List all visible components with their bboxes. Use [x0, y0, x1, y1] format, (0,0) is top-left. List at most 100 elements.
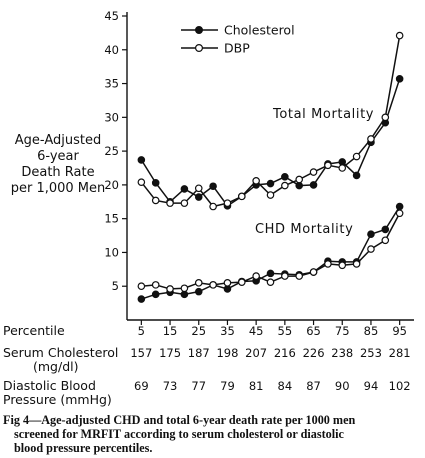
y-tick-label: 5 — [112, 279, 119, 293]
y-axis-label-line: Age-Adjusted — [14, 133, 102, 148]
y-tick-label: 35 — [104, 77, 119, 91]
cholesterol-point — [137, 295, 146, 303]
dbp-value: 79 — [220, 379, 235, 393]
row-label-cholesterol: Serum Cholesterol — [3, 345, 118, 360]
dbp-point — [223, 279, 232, 287]
cholesterol-point — [180, 185, 189, 193]
cholesterol-point — [223, 285, 232, 293]
legend-label: Cholesterol — [224, 23, 295, 38]
cholesterol-point — [209, 182, 217, 191]
dbp-value: 102 — [389, 379, 411, 393]
y-axis-label: Age-Adjusted 6-year Death Rate per 1,000… — [2, 133, 114, 197]
dbp-point — [266, 278, 275, 286]
y-axis-label-line: per 1,000 Men — [10, 181, 106, 196]
cholesterol-point — [151, 290, 160, 299]
cholesterol-point — [194, 193, 203, 201]
y-tick-label: 20 — [104, 178, 119, 192]
dbp-point — [209, 281, 217, 289]
cholesterol-point — [338, 158, 347, 166]
dbp-value: 84 — [278, 379, 293, 393]
cholesterol-point — [266, 179, 275, 188]
x-tick-label: 75 — [335, 324, 350, 338]
dbp-point — [166, 199, 174, 207]
x-tick-label: 45 — [249, 324, 264, 338]
row-label-percentile: Percentile — [3, 323, 65, 338]
cholesterol-value: 207 — [245, 346, 267, 360]
figure-caption: Fig 4—Age-adjusted CHD and total 6-year … — [3, 413, 423, 455]
row-label-dbp-unit: Pressure (mmHg) — [3, 392, 112, 407]
cholesterol-point — [295, 181, 304, 190]
cholesterol-point — [180, 290, 189, 299]
dbp-value: 94 — [364, 379, 379, 393]
cholesterol-point — [309, 181, 318, 189]
y-tick-label: 40 — [104, 43, 119, 57]
dbp-point — [151, 196, 160, 205]
cholesterol-value: 216 — [274, 346, 296, 360]
dbp-point — [137, 178, 146, 186]
x-tick-label: 55 — [278, 324, 293, 338]
y-tick-label: 10 — [104, 245, 119, 259]
dbp-point — [252, 272, 260, 280]
dbp-point — [324, 260, 332, 268]
dbp-point — [352, 152, 361, 161]
caption-line: blood pressure percentiles. — [14, 441, 153, 455]
dbp-point — [395, 31, 404, 40]
dbp-point — [194, 184, 203, 193]
cholesterol-value: 253 — [360, 346, 382, 360]
cholesterol-value: 187 — [188, 346, 210, 360]
dbp-point — [324, 161, 332, 170]
dbp-point — [252, 177, 260, 185]
x-tick-label: 15 — [163, 324, 178, 338]
dbp-value: 77 — [191, 379, 206, 393]
dbp-value: 69 — [134, 379, 149, 393]
caption-line: screened for MRFIT according to serum ch… — [14, 427, 344, 441]
dbp-point — [266, 191, 275, 199]
dbp-point — [209, 202, 217, 211]
x-tick-label: 35 — [220, 324, 235, 338]
chart: 5 10 15 20 25 30 35 40 45 5 15 25 35 45 55 65 75 85 95 Tota… — [3, 9, 414, 407]
dbp-point — [281, 272, 289, 280]
x-tick-label: 95 — [392, 324, 407, 338]
dbp-point — [395, 209, 404, 218]
cholesterol-value: 281 — [389, 346, 411, 360]
dbp-point — [367, 135, 375, 143]
dbp-point — [194, 279, 203, 287]
dbp-point — [338, 164, 347, 172]
dbp-point — [281, 181, 289, 190]
cholesterol-point — [137, 156, 146, 164]
cholesterol-point — [381, 225, 390, 234]
cholesterol-point — [151, 179, 160, 187]
cholesterol-point — [395, 202, 404, 211]
dbp-point — [238, 192, 246, 201]
x-tick-label: 65 — [306, 324, 321, 338]
cholesterol-value: 175 — [159, 346, 181, 360]
dbp-point — [151, 281, 160, 289]
dbp-value: 81 — [249, 379, 264, 393]
y-axis-label-line: Death Rate — [21, 165, 95, 180]
row-label-cholesterol-unit: (mg/dl) — [33, 359, 78, 374]
x-tick-label: 25 — [191, 324, 206, 338]
cholesterol-value: 238 — [331, 346, 353, 360]
legend-marker — [195, 43, 204, 52]
x-tick-label: 85 — [364, 324, 379, 338]
dbp-point — [352, 260, 361, 268]
dbp-point — [309, 268, 318, 276]
dbp-point — [309, 168, 318, 176]
cholesterol-value: 157 — [130, 346, 152, 360]
dbp-point — [381, 236, 390, 245]
dbp-point — [223, 199, 232, 207]
y-tick-label: 25 — [104, 144, 119, 158]
dbp-value: 73 — [163, 379, 178, 393]
group-label-chd: CHD Mortality — [255, 222, 353, 237]
dbp-point — [295, 272, 304, 280]
dbp-value: 87 — [306, 379, 321, 393]
cholesterol-point — [367, 230, 375, 239]
cholesterol-point — [281, 172, 289, 181]
row-label-dbp: Diastolic Blood — [3, 378, 96, 393]
y-tick-label: 30 — [104, 110, 119, 124]
dbp-point — [367, 245, 375, 253]
cholesterol-point — [352, 171, 361, 180]
caption-line: Fig 4—Age-adjusted CHD and total 6-year … — [3, 413, 356, 427]
dbp-point — [166, 285, 174, 293]
dbp-point — [338, 261, 347, 270]
